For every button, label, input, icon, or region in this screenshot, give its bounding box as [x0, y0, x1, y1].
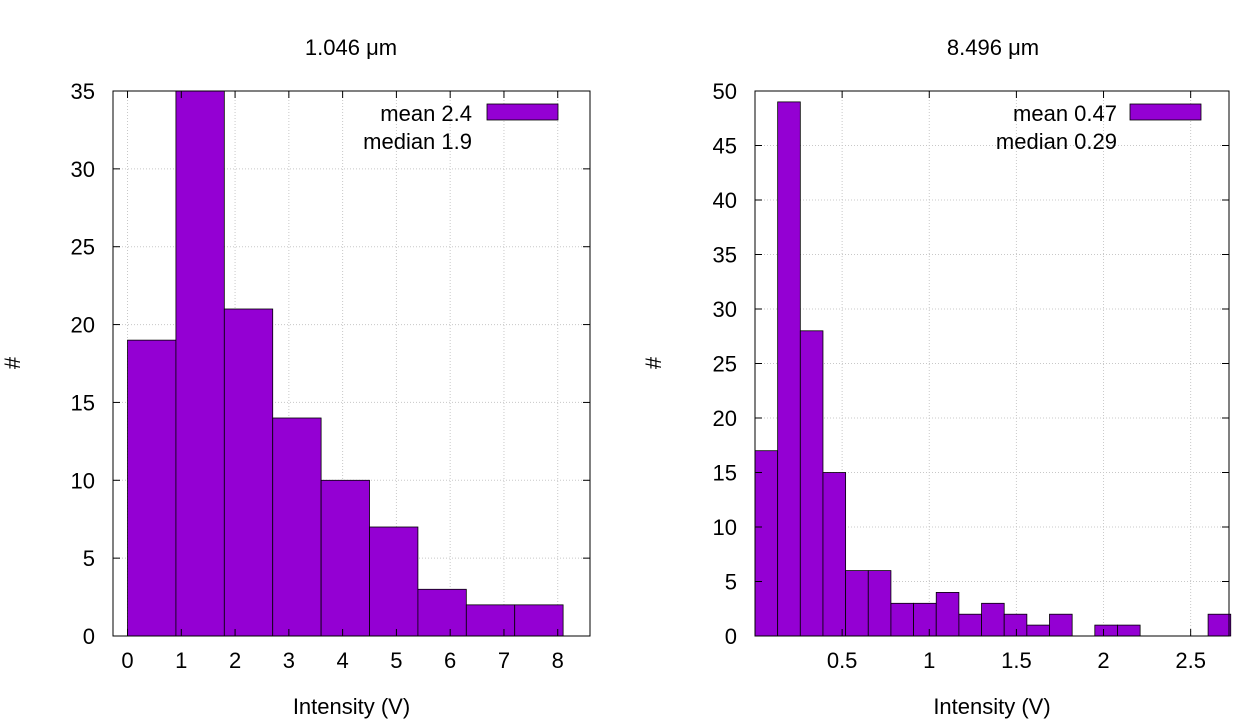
x-tick-label: 5 — [390, 648, 402, 673]
histogram-bar — [175, 90, 225, 637]
histogram-bar — [777, 101, 801, 637]
histogram-bar — [1003, 613, 1028, 637]
y-tick-label: 45 — [713, 134, 737, 159]
histogram-bar — [1207, 613, 1232, 637]
histogram-bar — [935, 592, 960, 637]
x-tick-label: 6 — [444, 648, 456, 673]
histogram-bar — [845, 570, 869, 637]
y-tick-label: 40 — [713, 188, 737, 213]
histogram-panel-right: 0 5 10 15 20 25 30 35 40 45 50 0.5 1 1.5 2 2.5 8.496 μm I… — [641, 35, 1232, 719]
x-tick-label: 2.5 — [1175, 648, 1206, 673]
histogram-bar — [320, 479, 370, 637]
histogram-panel-left: 0 5 10 15 20 25 30 35 0 1 2 3 4 5 6 7 8 1.046 μm Intensity… — [0, 35, 591, 719]
y-tick-label: 15 — [713, 461, 737, 486]
legend-label-median: median 1.9 — [363, 129, 472, 154]
histogram-bar — [867, 570, 892, 637]
x-tick-label: 0.5 — [827, 648, 858, 673]
y-tick-label: 50 — [713, 79, 737, 104]
y-axis-label: # — [641, 356, 666, 369]
x-tick-label: 3 — [283, 648, 295, 673]
x-axis-label: Intensity (V) — [933, 694, 1050, 719]
plot-frame — [112, 90, 591, 637]
y-tick-label: 25 — [71, 235, 95, 260]
histogram-bar — [369, 526, 419, 637]
x-tick-label: 7 — [498, 648, 510, 673]
chart-title: 1.046 μm — [305, 35, 397, 60]
x-tick-label: 1 — [923, 648, 935, 673]
histogram-bar — [890, 602, 914, 637]
x-tick-label: 2 — [229, 648, 241, 673]
histogram-bar — [127, 339, 177, 637]
y-tick-label: 20 — [71, 313, 95, 338]
y-tick-label: 5 — [83, 546, 95, 571]
histogram-bar — [272, 417, 322, 637]
histogram-bar — [514, 604, 564, 637]
x-tick-label: 8 — [552, 648, 564, 673]
histogram-bar — [1049, 613, 1073, 637]
y-tick-label: 30 — [71, 157, 95, 182]
histogram-bar — [913, 602, 937, 637]
legend-swatch — [1129, 103, 1202, 121]
legend-label-mean: mean 2.4 — [380, 101, 472, 126]
histogram-bar — [981, 602, 1005, 637]
x-tick-label: 2 — [1097, 648, 1109, 673]
histogram-bar — [799, 330, 824, 637]
y-tick-label: 0 — [83, 624, 95, 649]
y-tick-label: 20 — [713, 406, 737, 431]
y-tick-label: 15 — [71, 390, 95, 415]
x-tick-label: 1.5 — [1001, 648, 1032, 673]
legend-label-median: median 0.29 — [996, 129, 1117, 154]
y-tick-label: 10 — [71, 468, 95, 493]
histogram-bar — [822, 472, 847, 637]
histogram-bar — [223, 308, 274, 637]
y-tick-label: 30 — [713, 297, 737, 322]
y-tick-label: 5 — [725, 570, 737, 595]
x-axis-label: Intensity (V) — [293, 694, 410, 719]
y-tick-label: 35 — [71, 79, 95, 104]
y-tick-label: 35 — [713, 243, 737, 268]
legend-swatch — [486, 103, 559, 121]
histogram-bar — [754, 450, 779, 637]
chart-title: 8.496 μm — [947, 35, 1039, 60]
histogram-bar — [465, 604, 516, 637]
histogram-bar — [1117, 624, 1141, 637]
x-tick-label: 0 — [121, 648, 133, 673]
y-tick-label: 10 — [713, 515, 737, 540]
x-tick-label: 1 — [175, 648, 187, 673]
y-axis-label: # — [0, 356, 25, 369]
histogram-bar — [417, 588, 467, 637]
histogram-bar — [1026, 624, 1050, 637]
histogram-bar — [1094, 624, 1118, 637]
x-tick-label: 4 — [337, 648, 349, 673]
y-tick-label: 0 — [725, 624, 737, 649]
legend-label-mean: mean 0.47 — [1013, 101, 1117, 126]
histogram-bar — [958, 613, 982, 637]
y-tick-label: 25 — [713, 352, 737, 377]
